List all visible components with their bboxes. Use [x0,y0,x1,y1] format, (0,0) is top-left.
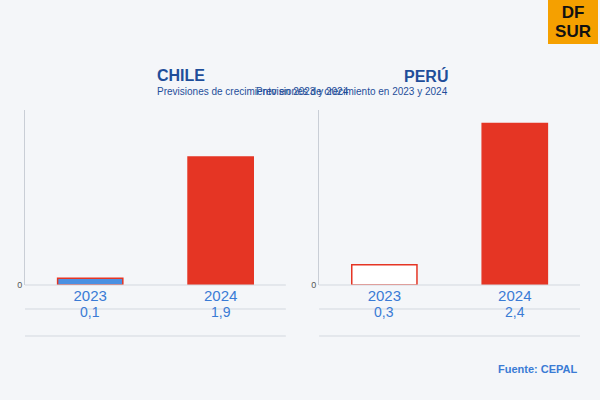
html-text:DF SUR: DF SUR [555,3,591,41]
svg-text:0,1: 0,1 [80,304,100,320]
svg-text:2023: 2023 [368,287,401,304]
svg-text:Fuente: CEPAL: Fuente: CEPAL [498,363,578,375]
svg-text:1,9: 1,9 [211,304,231,320]
svg-text:0: 0 [17,280,22,290]
svg-text:Previsiones de crecimiento en: Previsiones de crecimiento en 2023 y 202… [256,86,448,97]
svg-text:2,4: 2,4 [505,304,525,320]
svg-text:PERÚ: PERÚ [404,67,448,85]
svg-text:CHILE: CHILE [157,67,205,84]
svg-text:0: 0 [311,280,316,290]
svg-text:0,3: 0,3 [374,304,394,320]
svg-text:2023: 2023 [74,287,107,304]
svg-text:2024: 2024 [498,287,531,304]
svg-text:Previsiones de crecimiento en: Previsiones de crecimiento en 2023 y 202… [157,86,349,97]
svg-text:2024: 2024 [204,287,237,304]
